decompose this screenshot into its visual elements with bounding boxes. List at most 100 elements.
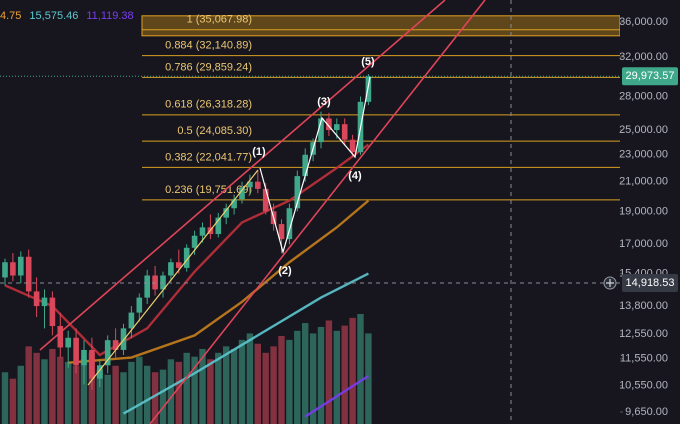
y-tick-label: 19,000.00	[619, 205, 668, 217]
moving-average	[304, 374, 370, 418]
wave-line	[259, 76, 371, 255]
moving-average	[122, 272, 369, 415]
volume-bar	[136, 356, 143, 424]
trend-line	[39, 0, 446, 351]
candle-body	[33, 291, 40, 307]
candle-body	[326, 118, 332, 131]
volume-bar	[17, 365, 24, 424]
y-tick-label: 17,000.00	[619, 238, 668, 250]
fib-label: 0.236 (19,751.69)	[165, 184, 252, 196]
candle-body	[349, 139, 356, 153]
fib-label: 0.618 (26,318.28)	[165, 99, 252, 111]
volume-bar	[246, 333, 254, 424]
wave-label: (1)	[252, 146, 266, 158]
candle-body	[73, 337, 79, 366]
candle-body	[365, 76, 372, 102]
volume-bar	[49, 348, 56, 424]
volume-bar	[230, 348, 238, 424]
candle-body	[255, 181, 261, 189]
volume-bar	[223, 346, 230, 424]
candle-body	[334, 124, 340, 131]
volume-bar	[309, 333, 317, 424]
candle-body	[278, 224, 285, 240]
y-tick-label: 28,000.00	[619, 90, 668, 102]
volume-bar	[72, 365, 80, 424]
candle-body	[160, 275, 166, 290]
candle-body	[97, 365, 103, 379]
candle-body	[215, 217, 222, 235]
volume-bar	[238, 339, 246, 424]
volume-bar	[207, 359, 214, 424]
candle-body	[294, 176, 301, 209]
wave-label: (5)	[361, 56, 375, 68]
volume-bar	[215, 352, 222, 424]
volume-bar	[120, 372, 127, 424]
volume-bar	[9, 378, 17, 424]
volume-bar	[65, 361, 72, 424]
volume-bar	[112, 365, 119, 424]
candle-body	[152, 275, 158, 290]
candle-body	[18, 256, 24, 276]
moving-averages	[4, 143, 370, 418]
price-axis: 36,000.00 32,000.00 28,000.00 25,000.00 23,0…	[619, 0, 680, 424]
candle-body	[41, 297, 48, 307]
volume-bar	[183, 352, 190, 424]
y-tick-label: 11,550.00	[620, 353, 668, 365]
candle-body	[104, 340, 111, 366]
candle-body	[128, 312, 135, 329]
volume-bar	[286, 339, 293, 424]
y-tick-label: 12,550.00	[619, 328, 668, 340]
y-tick-label: 9,650.00	[625, 406, 668, 418]
wave-label: (2)	[278, 265, 292, 277]
fib-label: 0.786 (29,859.24)	[165, 61, 252, 73]
fib-label: 0.884 (32,140.89)	[165, 40, 252, 52]
legend-value: 11,119.38	[86, 10, 133, 22]
volume-bar	[302, 323, 309, 424]
volume-bar	[175, 361, 182, 424]
volume-bar	[254, 343, 261, 424]
volume-bar	[357, 314, 364, 424]
y-tick-label: 32,000.00	[619, 51, 668, 63]
volume-bar	[333, 330, 340, 424]
y-tick-label: 25,000.00	[619, 124, 668, 136]
volume-bar	[41, 359, 48, 424]
candle-body	[239, 187, 245, 200]
price-tag-label: 29,973.57	[626, 70, 675, 82]
crosshair-tag	[622, 273, 678, 292]
fib-label: 1 (35,067.98)	[187, 14, 252, 26]
volume-bar	[349, 317, 356, 424]
candle-body	[302, 154, 308, 177]
candle-body	[2, 262, 8, 278]
y-tick-label: 23,000.00	[619, 149, 668, 161]
y-tick-label: 21,000.00	[619, 176, 668, 188]
volume-bar	[199, 348, 206, 424]
candle-body	[199, 227, 206, 236]
candle-body	[247, 181, 253, 188]
candle-body	[136, 297, 143, 313]
volume-bar	[191, 356, 198, 424]
volume-bar	[1, 372, 9, 424]
volume-bar	[294, 330, 301, 424]
volume-bar	[278, 336, 285, 424]
trend-line	[149, 0, 486, 424]
candle-body	[341, 124, 348, 140]
candle-body	[10, 262, 16, 276]
drawings	[39, 0, 486, 424]
wave-line	[87, 169, 259, 386]
volume-bar	[96, 369, 103, 424]
volume-bar	[341, 325, 348, 424]
legend: 4.75 15,575.46 11,119.38	[0, 10, 134, 22]
candle-body	[176, 262, 182, 268]
legend-value: 4.75	[0, 10, 21, 22]
y-tick-label: 10,550.00	[619, 380, 668, 392]
candle-body	[286, 208, 293, 240]
volume-bar	[167, 359, 175, 424]
volume-bar	[159, 369, 167, 424]
volume-bar	[262, 352, 269, 424]
volume-bar	[325, 320, 333, 424]
candle-body	[81, 349, 87, 366]
candle-body	[89, 349, 95, 379]
wave-label: (4)	[348, 170, 362, 182]
candles	[2, 74, 372, 390]
volume-pane	[1, 314, 372, 424]
